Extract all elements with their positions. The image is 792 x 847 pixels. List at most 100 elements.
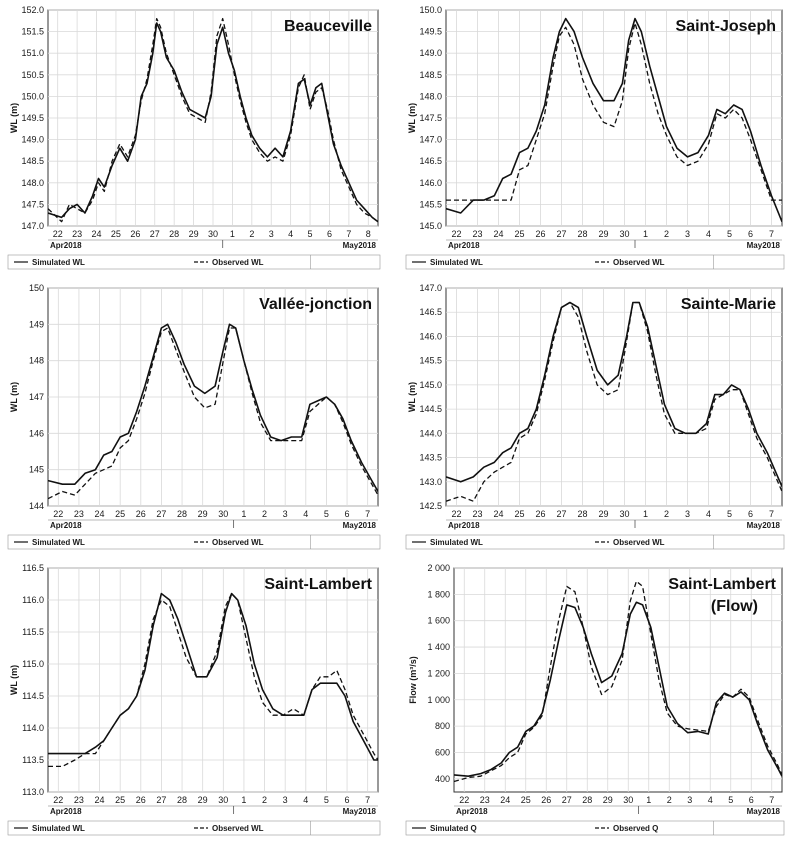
y-tick-label: 147.5	[419, 113, 442, 123]
x-tick-label: 29	[603, 795, 613, 805]
month-start-label: Apr2018	[448, 241, 480, 250]
x-tick-label: 28	[169, 229, 179, 239]
chart-svg: 145.0 145.5 146.0 146.5 147.0 147.5 148.0 148.5…	[405, 5, 785, 270]
x-tick-label: 5	[308, 229, 313, 239]
x-tick-label: 23	[72, 229, 82, 239]
chart-title: Sainte-Marie	[681, 296, 776, 313]
simulated-series-line	[446, 17, 782, 223]
x-tick-label: 23	[472, 229, 482, 239]
y-tick-label: 147.0	[419, 135, 442, 145]
chart-svg: 142.5 143.0 143.5 144.0 144.5 145.0 145.5 146.0…	[405, 283, 785, 550]
x-tick-label: 24	[95, 795, 105, 805]
observed-series-line	[454, 580, 782, 783]
y-tick-label: 144	[29, 501, 44, 511]
y-tick-label: 116.5	[22, 564, 44, 573]
month-end-label: May2018	[343, 521, 377, 530]
y-tick-label: 116.0	[22, 595, 44, 605]
chart-svg: 113.0 113.5 114.0 114.5 115.0 115.5 116.0 116.5…	[7, 563, 381, 836]
y-tick-label: 146.5	[419, 156, 442, 166]
y-tick-label: 1 400	[427, 642, 450, 652]
x-tick-label: 3	[685, 229, 690, 239]
month-start-label: Apr2018	[50, 241, 82, 250]
x-tick-label: 27	[562, 795, 572, 805]
y-tick-label: 151.5	[21, 27, 44, 37]
x-tick-label: 24	[95, 509, 105, 519]
month-end-label: May2018	[343, 807, 377, 816]
x-tick-label: 2	[262, 795, 267, 805]
y-tick-label: 145.0	[419, 221, 442, 231]
x-tick-label: 8	[366, 229, 371, 239]
y-tick-label: 144.5	[419, 404, 442, 414]
y-tick-label: 148.5	[21, 156, 44, 166]
x-tick-label: 1	[241, 509, 246, 519]
observed-series-line	[446, 301, 782, 502]
x-tick-label: 4	[706, 509, 711, 519]
y-axis-label: Flow (m³/s)	[408, 656, 418, 704]
legend-label: Simulated WL	[430, 258, 483, 267]
y-tick-label: 152.0	[21, 6, 44, 15]
x-tick-label: 7	[769, 229, 774, 239]
y-tick-label: 148.0	[419, 91, 442, 101]
x-tick-label: 1	[646, 795, 651, 805]
x-tick-label: 23	[74, 509, 84, 519]
x-tick-label: 23	[472, 509, 482, 519]
y-tick-label: 147.5	[21, 199, 44, 209]
x-tick-label: 22	[451, 509, 461, 519]
x-tick-label: 7	[769, 509, 774, 519]
x-tick-label: 27	[156, 795, 166, 805]
x-tick-label: 2	[667, 795, 672, 805]
chart-panel: 144 145 146 147 148 149 150 22 23 24 25 26 27 28 29 30 1…	[6, 283, 382, 556]
y-tick-label: 147.0	[419, 284, 442, 293]
x-tick-label: 29	[598, 509, 608, 519]
simulated-series-line	[446, 301, 782, 487]
y-tick-label: 148.5	[419, 70, 442, 80]
x-tick-label: 28	[177, 509, 187, 519]
y-tick-label: 146.0	[419, 331, 442, 341]
x-tick-label: 5	[324, 509, 329, 519]
x-tick-label: 2	[262, 509, 267, 519]
x-tick-label: 22	[451, 229, 461, 239]
x-tick-label: 6	[345, 795, 350, 805]
y-tick-label: 114.0	[22, 723, 44, 733]
x-tick-label: 24	[500, 795, 510, 805]
x-tick-label: 27	[556, 229, 566, 239]
x-tick-label: 28	[577, 509, 587, 519]
y-tick-label: 150.5	[21, 70, 44, 80]
chart-title: Saint-Lambert	[264, 576, 372, 593]
x-tick-label: 22	[459, 795, 469, 805]
x-tick-label: 6	[748, 509, 753, 519]
chart-title: Beauceville	[284, 18, 372, 35]
y-tick-label: 1 800	[427, 589, 450, 599]
y-tick-label: 150	[29, 284, 44, 293]
plot-area	[445, 287, 783, 507]
y-tick-label: 145.0	[419, 380, 442, 390]
y-axis-label: WL (m)	[407, 382, 417, 412]
x-tick-label: 26	[535, 229, 545, 239]
x-tick-label: 5	[324, 795, 329, 805]
y-tick-label: 2 000	[427, 564, 450, 573]
x-tick-label: 3	[283, 509, 288, 519]
legend-label: Simulated WL	[32, 824, 85, 833]
x-tick-label: 23	[480, 795, 490, 805]
x-tick-label: 25	[115, 795, 125, 805]
x-tick-label: 6	[345, 509, 350, 519]
x-tick-label: 28	[577, 229, 587, 239]
chart-panel: 113.0 113.5 114.0 114.5 115.0 115.5 116.0 116.5…	[6, 563, 382, 842]
x-tick-label: 29	[198, 795, 208, 805]
month-end-label: May2018	[747, 241, 781, 250]
x-tick-label: 26	[130, 229, 140, 239]
x-tick-label: 29	[198, 509, 208, 519]
x-tick-label: 2	[249, 229, 254, 239]
simulated-series-line	[48, 22, 378, 223]
month-start-label: Apr2018	[50, 521, 82, 530]
y-tick-label: 149.5	[419, 27, 442, 37]
y-tick-label: 400	[435, 774, 450, 784]
x-tick-label: 27	[156, 509, 166, 519]
y-tick-label: 146.5	[419, 307, 442, 317]
x-tick-label: 23	[74, 795, 84, 805]
x-tick-label: 5	[727, 229, 732, 239]
x-tick-label: 30	[218, 795, 228, 805]
x-tick-label: 24	[92, 229, 102, 239]
y-tick-label: 145	[29, 465, 44, 475]
